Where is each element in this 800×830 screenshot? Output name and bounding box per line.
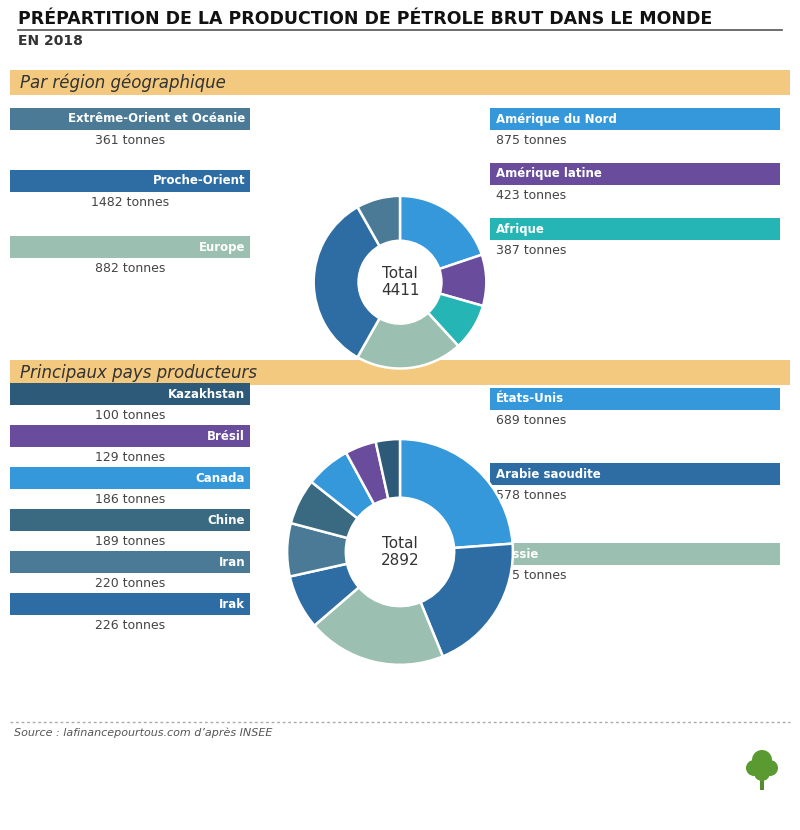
Text: Total
4411: Total 4411 — [381, 266, 419, 299]
Wedge shape — [291, 482, 358, 538]
Wedge shape — [376, 439, 400, 499]
Text: 882 tonnes: 882 tonnes — [95, 262, 165, 275]
Wedge shape — [287, 523, 348, 577]
Text: Par région géographique: Par région géographique — [20, 74, 226, 92]
Circle shape — [762, 760, 778, 776]
Text: États-Unis: États-Unis — [496, 393, 564, 406]
Text: Amérique latine: Amérique latine — [496, 168, 602, 180]
Text: 226 tonnes: 226 tonnes — [95, 619, 165, 632]
Bar — [10, 551, 250, 573]
Text: 220 tonnes: 220 tonnes — [95, 577, 165, 590]
Text: Canada: Canada — [195, 471, 245, 485]
Bar — [10, 509, 250, 531]
Wedge shape — [358, 313, 458, 369]
Text: Total
2892: Total 2892 — [381, 535, 419, 569]
Bar — [10, 70, 790, 95]
Wedge shape — [290, 564, 359, 626]
Text: 387 tonnes: 387 tonnes — [496, 244, 566, 257]
Text: Kazakhstan: Kazakhstan — [168, 388, 245, 401]
Bar — [490, 163, 780, 185]
Circle shape — [754, 765, 770, 781]
Wedge shape — [346, 442, 388, 505]
Bar — [10, 383, 250, 405]
Wedge shape — [314, 588, 443, 665]
Text: Irak: Irak — [219, 598, 245, 611]
Text: 578 tonnes: 578 tonnes — [496, 489, 566, 502]
Bar — [760, 776, 764, 790]
Text: Proche-Orient: Proche-Orient — [152, 174, 245, 188]
Bar — [490, 388, 780, 410]
Text: 1482 tonnes: 1482 tonnes — [91, 196, 169, 209]
Wedge shape — [428, 294, 483, 346]
Bar — [10, 593, 250, 615]
Bar — [490, 108, 780, 130]
Bar — [10, 360, 790, 385]
Bar — [490, 463, 780, 485]
Text: Arabie saoudite: Arabie saoudite — [496, 467, 601, 481]
Circle shape — [752, 750, 772, 770]
Text: 186 tonnes: 186 tonnes — [95, 493, 165, 506]
Text: Principaux pays producteurs: Principaux pays producteurs — [20, 364, 257, 382]
Bar — [10, 236, 250, 258]
Circle shape — [746, 760, 762, 776]
Wedge shape — [400, 439, 513, 548]
Text: Brésil: Brésil — [207, 429, 245, 442]
Text: 575 tonnes: 575 tonnes — [496, 569, 566, 582]
Bar — [10, 467, 250, 489]
Text: EN 2018: EN 2018 — [18, 34, 83, 48]
Wedge shape — [311, 452, 374, 519]
Bar — [10, 108, 250, 130]
Wedge shape — [400, 196, 482, 269]
Wedge shape — [439, 255, 486, 306]
Text: Russie: Russie — [496, 548, 539, 560]
Text: Iran: Iran — [218, 555, 245, 569]
Text: Afrique: Afrique — [496, 222, 545, 236]
Text: 423 tonnes: 423 tonnes — [496, 189, 566, 202]
Text: 689 tonnes: 689 tonnes — [496, 414, 566, 427]
Text: Europe: Europe — [198, 241, 245, 253]
Bar — [490, 543, 780, 565]
Bar — [10, 425, 250, 447]
Text: Extrême-Orient et Océanie: Extrême-Orient et Océanie — [68, 113, 245, 125]
Wedge shape — [421, 544, 513, 657]
Wedge shape — [358, 196, 400, 247]
Text: PRÉPARTITION DE LA PRODUCTION DE PÉTROLE BRUT DANS LE MONDE: PRÉPARTITION DE LA PRODUCTION DE PÉTROLE… — [18, 10, 712, 28]
Text: Amérique du Nord: Amérique du Nord — [496, 113, 617, 125]
Text: 361 tonnes: 361 tonnes — [95, 134, 165, 147]
Text: Chine: Chine — [207, 514, 245, 526]
Bar — [490, 218, 780, 240]
Text: 189 tonnes: 189 tonnes — [95, 535, 165, 548]
Wedge shape — [314, 207, 380, 357]
Text: 875 tonnes: 875 tonnes — [496, 134, 566, 147]
Text: Source : lafinancepourtous.com d’après INSEE: Source : lafinancepourtous.com d’après I… — [14, 727, 272, 738]
Bar — [10, 170, 250, 192]
Text: 100 tonnes: 100 tonnes — [95, 409, 165, 422]
Text: 129 tonnes: 129 tonnes — [95, 451, 165, 464]
